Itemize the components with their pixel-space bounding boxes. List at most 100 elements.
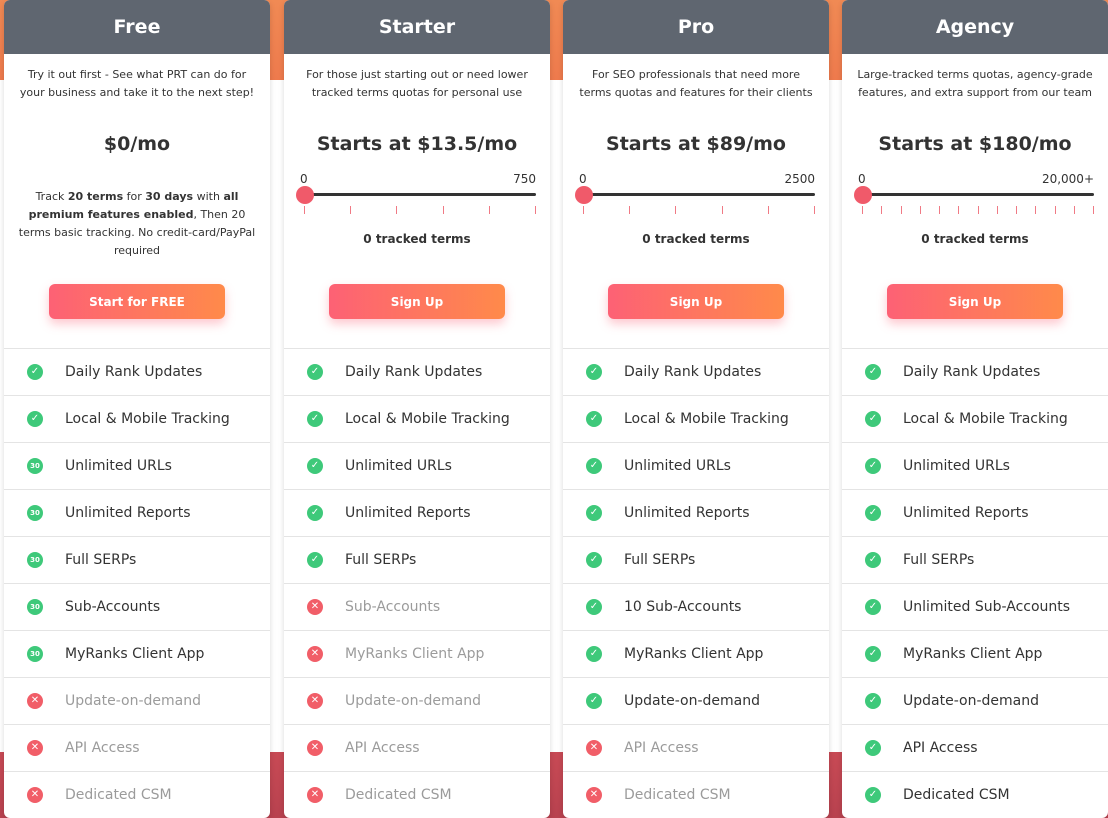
plan-price: $0/mo xyxy=(103,133,171,155)
feature-row: 30 MyRanks Client App xyxy=(4,631,270,678)
slider-tick xyxy=(350,206,352,214)
slider-track[interactable] xyxy=(304,193,536,196)
slider-tick xyxy=(767,206,769,214)
slider-min-label: 0 xyxy=(579,172,587,186)
slider-tick xyxy=(396,206,398,214)
feature-label: Daily Rank Updates xyxy=(345,364,483,380)
feature-label: Unlimited Sub-Accounts xyxy=(903,599,1071,615)
feature-label: Local & Mobile Tracking xyxy=(624,411,789,427)
slider-tick xyxy=(304,206,305,214)
feature-label: Full SERPs xyxy=(345,552,417,568)
feature-row: 30 Unlimited Reports xyxy=(4,490,270,537)
feature-label: Update-on-demand xyxy=(624,693,760,709)
check-circle-icon: ✓ xyxy=(307,411,323,427)
cross-circle-icon: ✕ xyxy=(307,599,323,615)
plan-description: For those just starting out or need lowe… xyxy=(306,68,528,99)
feature-row: ✓ API Access xyxy=(842,725,1108,772)
slider-min-label: 0 xyxy=(858,172,866,186)
slider-tick xyxy=(1035,206,1037,214)
feature-row: ✓ MyRanks Client App xyxy=(842,631,1108,678)
feature-row: ✓ Full SERPs xyxy=(284,537,550,584)
slider-tick xyxy=(442,206,444,214)
feature-label: Unlimited Reports xyxy=(903,505,1029,521)
slider-thumb[interactable] xyxy=(296,186,314,204)
plan-description: Try it out first - See what PRT can do f… xyxy=(19,68,255,99)
feature-label: 10 Sub-Accounts xyxy=(624,599,742,615)
check-circle-icon: ✓ xyxy=(865,740,881,756)
plan-title: Free xyxy=(4,0,270,54)
feature-row: ✕ MyRanks Client App xyxy=(284,631,550,678)
feature-row: 30 Full SERPs xyxy=(4,537,270,584)
feature-label: Sub-Accounts xyxy=(65,599,161,615)
check-circle-icon: ✓ xyxy=(586,411,602,427)
slider-max-label: 750 xyxy=(513,172,536,186)
slider-thumb[interactable] xyxy=(575,186,593,204)
cross-circle-icon: ✕ xyxy=(307,740,323,756)
check-circle-icon: ✓ xyxy=(586,646,602,662)
plan-price: Starts at $180/mo xyxy=(878,133,1072,155)
feature-label: Sub-Accounts xyxy=(345,599,441,615)
check-circle-icon: ✓ xyxy=(865,458,881,474)
feature-label: Full SERPs xyxy=(624,552,696,568)
cross-circle-icon: ✕ xyxy=(307,646,323,662)
trial-30-days-icon: 30 xyxy=(27,599,43,615)
feature-label: Full SERPs xyxy=(903,552,975,568)
feature-row: ✓ Daily Rank Updates xyxy=(563,349,829,396)
check-circle-icon: ✓ xyxy=(865,787,881,803)
slider-tick xyxy=(1016,206,1017,214)
slider-tick xyxy=(919,206,921,214)
slider-tick xyxy=(534,206,536,214)
feature-label: Update-on-demand xyxy=(65,693,201,709)
check-circle-icon: ✓ xyxy=(865,411,881,427)
tracked-terms-count: 0 tracked terms xyxy=(642,232,750,246)
feature-row: ✓ Full SERPs xyxy=(563,537,829,584)
feature-row: ✓ Unlimited URLs xyxy=(842,443,1108,490)
check-circle-icon: ✓ xyxy=(307,458,323,474)
slider-track[interactable] xyxy=(583,193,815,196)
check-circle-icon: ✓ xyxy=(27,411,43,427)
start-free-button[interactable]: Start for FREE xyxy=(49,284,225,319)
plan-card-agency: Agency Large-tracked terms quotas, agenc… xyxy=(842,0,1108,818)
sign-up-button[interactable]: Sign Up xyxy=(608,284,784,319)
terms-slider: 0 2500 0 tracked terms xyxy=(563,172,829,284)
feature-label: Dedicated CSM xyxy=(903,787,1010,803)
slider-ticks xyxy=(862,206,1094,214)
feature-row: ✓ Unlimited Reports xyxy=(563,490,829,537)
trial-30-days-icon: 30 xyxy=(27,552,43,568)
feature-label: Unlimited URLs xyxy=(65,458,172,474)
slider-tick xyxy=(721,206,723,214)
feature-label: Update-on-demand xyxy=(345,693,481,709)
check-circle-icon: ✓ xyxy=(865,505,881,521)
check-circle-icon: ✓ xyxy=(307,364,323,380)
feature-label: Update-on-demand xyxy=(903,693,1039,709)
tracked-terms-count: 0 tracked terms xyxy=(363,232,471,246)
slider-tick xyxy=(958,206,960,214)
check-circle-icon: ✓ xyxy=(586,364,602,380)
slider-track[interactable] xyxy=(862,193,1094,196)
feature-row: ✓ Update-on-demand xyxy=(563,678,829,725)
slider-tick xyxy=(629,206,631,214)
trial-30-days-icon: 30 xyxy=(27,505,43,521)
feature-row: ✕ API Access xyxy=(4,725,270,772)
sign-up-button[interactable]: Sign Up xyxy=(887,284,1063,319)
feature-row: ✓ Local & Mobile Tracking xyxy=(4,396,270,443)
feature-row: ✓ Unlimited Sub-Accounts xyxy=(842,584,1108,631)
slider-tick xyxy=(939,206,940,214)
check-circle-icon: ✓ xyxy=(865,693,881,709)
cross-circle-icon: ✕ xyxy=(586,787,602,803)
feature-label: MyRanks Client App xyxy=(345,646,485,662)
sign-up-button[interactable]: Sign Up xyxy=(329,284,505,319)
feature-label: Local & Mobile Tracking xyxy=(903,411,1068,427)
trial-30-days-icon: 30 xyxy=(27,458,43,474)
check-circle-icon: ✓ xyxy=(586,505,602,521)
feature-row: ✓ Unlimited Reports xyxy=(284,490,550,537)
feature-row: ✓ Unlimited URLs xyxy=(563,443,829,490)
slider-ticks xyxy=(583,206,815,214)
slider-tick xyxy=(862,206,863,214)
slider-thumb[interactable] xyxy=(854,186,872,204)
terms-slider: 0 20,000+ 0 tracked terms xyxy=(842,172,1108,284)
feature-row: ✓ Daily Rank Updates xyxy=(284,349,550,396)
feature-row: ✕ Dedicated CSM xyxy=(4,772,270,818)
feature-row: ✓ Daily Rank Updates xyxy=(842,349,1108,396)
